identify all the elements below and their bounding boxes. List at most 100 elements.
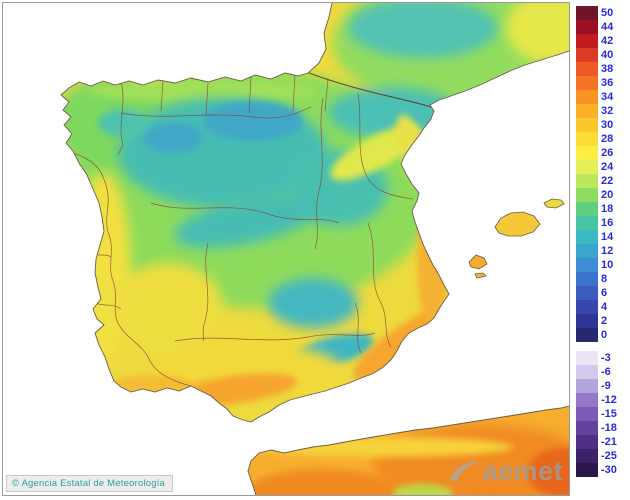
map-frame: © Agencia Estatal de Meteorología aemet [2,2,570,496]
legend-row: 42 [576,34,628,48]
legend-value: -21 [601,436,617,448]
legend-swatch [576,76,598,90]
legend-row: -9 [576,379,628,393]
legend-swatch [576,300,598,314]
legend-swatch [576,435,598,449]
legend-row: 4 [576,300,628,314]
legend-value: 14 [601,231,614,243]
legend-value: 28 [601,133,614,145]
legend-value: -3 [601,352,611,364]
legend-section-celsius-positive: 50 44 42 40 38 36 34 32 30 28 26 24 22 20 18 16 14 12 10 8 6… [576,6,628,342]
temperature-legend: 50 44 42 40 38 36 34 32 30 28 26 24 22 20 18 16 14 12 10 8 6… [576,6,628,486]
legend-value: 2 [601,315,608,327]
legend-value: 8 [601,273,608,285]
legend-swatch [576,244,598,258]
legend-value: 50 [601,7,614,19]
legend-value: 32 [601,105,614,117]
legend-value: -30 [601,464,617,476]
legend-row: 6 [576,286,628,300]
legend-row: 38 [576,62,628,76]
legend-swatch [576,202,598,216]
legend-value: 0 [601,329,608,341]
legend-swatch [576,393,598,407]
legend-value: 38 [601,63,614,75]
legend-row: 36 [576,76,628,90]
legend-row: 30 [576,118,628,132]
legend-row: 44 [576,20,628,34]
legend-row: 8 [576,272,628,286]
temperature-map [3,3,569,495]
legend-row: 32 [576,104,628,118]
legend-value: -12 [601,394,617,406]
legend-row: 40 [576,48,628,62]
legend-row: -6 [576,365,628,379]
balearic-islands [468,198,565,279]
legend-value: 10 [601,259,614,271]
legend-swatch [576,314,598,328]
aemet-swoosh-icon [450,461,481,482]
legend-row: 2 [576,314,628,328]
legend-swatch [576,48,598,62]
menorca [543,198,565,209]
legend-value: 18 [601,203,614,215]
legend-value: -15 [601,408,617,420]
legend-row: 24 [576,160,628,174]
pyrenees-border [308,72,432,108]
legend-swatch [576,286,598,300]
formentera [474,272,487,279]
legend-value: 42 [601,35,614,47]
legend-swatch [576,62,598,76]
legend-swatch [576,132,598,146]
legend-value: 12 [601,245,614,257]
legend-swatch [576,188,598,202]
legend-value: 24 [601,161,614,173]
legend-value: -25 [601,450,617,462]
legend-row: -15 [576,407,628,421]
legend-swatch [576,463,598,477]
legend-row: 12 [576,244,628,258]
legend-value: 4 [601,301,608,313]
legend-swatch [576,272,598,286]
region-borders [72,74,414,387]
legend-swatch [576,146,598,160]
legend-swatch [576,34,598,48]
attribution-text: © Agencia Estatal de Meteorología [12,478,166,489]
legend-swatch [576,104,598,118]
legend-row: 50 [576,6,628,20]
legend-row: -21 [576,435,628,449]
legend-swatch [576,365,598,379]
ibiza [468,254,488,270]
legend-value: -18 [601,422,617,434]
legend-value: 34 [601,91,614,103]
legend-swatch [576,216,598,230]
legend-value: 44 [601,21,614,33]
legend-row: 26 [576,146,628,160]
attribution: © Agencia Estatal de Meteorología [6,475,174,492]
legend-swatch [576,449,598,463]
legend-row: 0 [576,328,628,342]
legend-row: 22 [576,174,628,188]
legend-swatch [576,407,598,421]
legend-swatch [576,6,598,20]
legend-swatch [576,328,598,342]
legend-value: 20 [601,189,614,201]
legend-value: 16 [601,217,614,229]
legend-value: 40 [601,49,614,61]
legend-swatch [576,118,598,132]
legend-value: -9 [601,380,611,392]
legend-row: -3 [576,351,628,365]
legend-value: 6 [601,287,608,299]
iberia-coastline [60,3,569,423]
legend-value: 36 [601,77,614,89]
legend-row: 18 [576,202,628,216]
legend-value: 26 [601,147,614,159]
legend-swatch [576,258,598,272]
mallorca [494,211,541,237]
africa-coastline [247,405,569,495]
legend-row: 14 [576,230,628,244]
legend-row: -18 [576,421,628,435]
legend-swatch [576,379,598,393]
legend-value: 30 [601,119,614,131]
legend-row: -25 [576,449,628,463]
